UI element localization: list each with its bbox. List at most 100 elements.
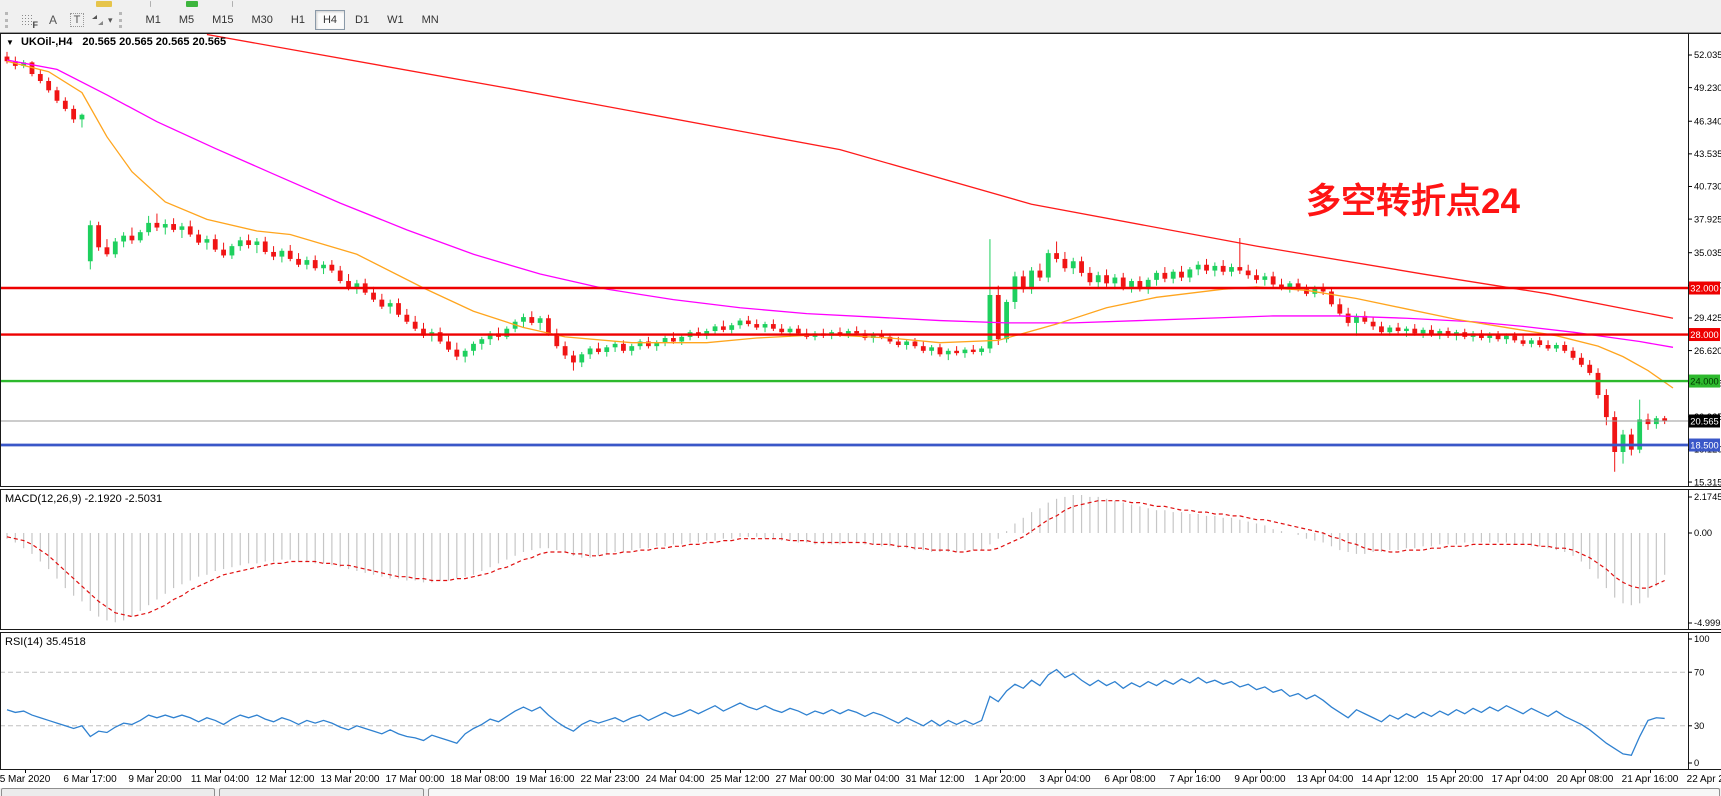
svg-text:43.535: 43.535 — [1694, 149, 1721, 159]
timeframe-button-group: M1 M5 M15 M30 H1 H4 D1 W1 MN — [137, 10, 448, 30]
svg-text:0: 0 — [1694, 758, 1699, 768]
svg-text:49.230: 49.230 — [1694, 83, 1721, 93]
time-tick — [1195, 770, 1196, 773]
time-label: 13 Mar 20:00 — [320, 774, 380, 785]
timeframe-button-M15[interactable]: M15 — [212, 14, 234, 26]
time-tick — [1585, 770, 1586, 773]
time-label: 1 Apr 20:00 — [974, 774, 1026, 785]
timeframe-button-M30[interactable]: M30 — [251, 14, 273, 26]
time-label: 9 Apr 00:00 — [1234, 774, 1286, 785]
timeframe-button-D1[interactable]: D1 — [355, 14, 370, 26]
price-chart-canvas[interactable]: 52.035 49.230 46.340 43.535 40.730 37.925 35.0… — [0, 33, 1721, 487]
symbol-bar[interactable]: ▼ UKOil-,H4 20.565 20.565 20.565 20.565 — [6, 36, 226, 48]
ma-line-orange — [6, 60, 1674, 389]
candles-layer — [4, 51, 1668, 472]
timeframe-button-H1[interactable]: H1 — [290, 14, 305, 26]
time-tick — [415, 770, 416, 773]
time-tick — [480, 770, 481, 773]
time-tick — [285, 770, 286, 773]
time-tick — [545, 770, 546, 773]
toolbar-drag-handle[interactable] — [5, 12, 12, 28]
time-label: 30 Mar 04:00 — [840, 774, 900, 785]
svg-text:100: 100 — [1694, 634, 1710, 644]
time-tick — [155, 770, 156, 773]
svg-text:0.00: 0.00 — [1694, 528, 1712, 538]
svg-text:28.000: 28.000 — [1690, 330, 1718, 340]
time-label: 17 Apr 04:00 — [1491, 774, 1549, 785]
price-tag-32.000: 32.000 — [1689, 281, 1720, 295]
macd-pane: 2.1745 0.00 -4.9995 MACD(12,26,9) -2.1920 … — [0, 489, 1721, 630]
time-label: 18 Mar 08:00 — [450, 774, 510, 785]
macd-label: MACD(12,26,9) -2.1920 -2.5031 — [5, 493, 163, 505]
timeframe-button-M5[interactable]: M5 — [178, 14, 195, 26]
timeframe-button-M1[interactable]: M1 — [145, 14, 161, 26]
svg-text:2.1745: 2.1745 — [1694, 492, 1721, 502]
macd-histogram — [6, 495, 1666, 623]
time-label: 13 Apr 04:00 — [1296, 774, 1354, 785]
chart-tab[interactable] — [428, 788, 1720, 796]
chart-tab[interactable] — [1, 788, 215, 796]
chart-tab[interactable] — [219, 788, 424, 796]
svg-text:37.925: 37.925 — [1694, 214, 1721, 224]
ma-line-red — [206, 33, 1674, 319]
time-label: 12 Mar 12:00 — [255, 774, 315, 785]
time-tick — [610, 770, 611, 773]
price-tag-20.565: 20.565 — [1689, 414, 1720, 428]
toolbar-drag-handle[interactable] — [118, 12, 126, 28]
svg-text:40.730: 40.730 — [1694, 182, 1721, 192]
timeframe-button-MN[interactable]: MN — [421, 14, 439, 26]
time-tick — [740, 770, 741, 773]
toolbar-fragment-icon — [96, 1, 112, 7]
svg-text:29.425: 29.425 — [1694, 313, 1721, 323]
time-tick — [1325, 770, 1326, 773]
timeframe-button-H4[interactable]: H4 — [314, 10, 346, 30]
toolbar: F A T ▾ M1 M5 M15 M30 H1 H4 D1 W1 MN — [0, 8, 1721, 33]
time-tick — [350, 770, 351, 773]
text-box-t-icon[interactable]: T — [66, 10, 88, 30]
time-label: 15 Apr 20:00 — [1426, 774, 1484, 785]
annotation-text: 多空转折点24 — [1306, 182, 1520, 221]
time-tick — [1520, 770, 1521, 773]
time-label: 14 Apr 12:00 — [1361, 774, 1419, 785]
time-tick — [675, 770, 676, 773]
macd-signal-line — [6, 500, 1665, 618]
text-label-a-icon[interactable]: A — [48, 13, 57, 27]
indicators-grid-f-icon[interactable]: F — [18, 10, 40, 30]
svg-text:52.035: 52.035 — [1694, 50, 1721, 60]
ma-line-magenta — [6, 59, 1674, 348]
ohlc-quotes: 20.565 20.565 20.565 20.565 — [82, 36, 227, 48]
time-label: 5 Mar 2020 — [0, 774, 51, 785]
rsi-label: RSI(14) 35.4518 — [5, 636, 86, 648]
time-label: 20 Apr 08:00 — [1556, 774, 1614, 785]
time-label: 22 Mar 23:00 — [580, 774, 640, 785]
svg-text:32.000: 32.000 — [1690, 283, 1718, 293]
timeframe-button-W1[interactable]: W1 — [387, 14, 404, 26]
svg-text:70: 70 — [1694, 667, 1704, 677]
time-label: 24 Mar 04:00 — [645, 774, 705, 785]
time-tick — [1260, 770, 1261, 773]
svg-text:35.035: 35.035 — [1694, 248, 1721, 258]
time-label: 21 Apr 16:00 — [1621, 774, 1679, 785]
toolbar-separator — [150, 1, 151, 7]
arrows-tool-icon[interactable]: ▾ — [90, 10, 113, 30]
time-axis[interactable]: 5 Mar 2020 6 Mar 17:00 9 Mar 20:00 11 Mar 0… — [0, 770, 1721, 788]
time-label: 17 Mar 00:00 — [385, 774, 445, 785]
time-tick — [935, 770, 936, 773]
svg-text:-4.9995: -4.9995 — [1694, 618, 1721, 628]
time-label: 22 Apr 21:15 — [1686, 774, 1721, 785]
symbol-dropdown-icon[interactable]: ▼ — [6, 38, 14, 47]
macd-canvas[interactable]: 2.1745 0.00 -4.9995 — [0, 489, 1721, 630]
time-tick — [1065, 770, 1066, 773]
svg-text:46.340: 46.340 — [1694, 116, 1721, 126]
dropdown-caret-icon[interactable]: ▾ — [108, 14, 113, 25]
price-tag-18.500: 18.500 — [1689, 438, 1720, 452]
rsi-canvas[interactable]: 100 70 30 0 — [0, 632, 1721, 770]
price-tag-28.000: 28.000 — [1689, 328, 1720, 342]
toolbar-fragment-icon — [186, 1, 198, 7]
upper-toolbar-fragment — [0, 0, 1721, 8]
price-tag-24.000: 24.000 — [1689, 374, 1720, 388]
svg-text:26.620: 26.620 — [1694, 346, 1721, 356]
time-tick — [1390, 770, 1391, 773]
time-label: 25 Mar 12:00 — [710, 774, 770, 785]
time-tick — [220, 770, 221, 773]
